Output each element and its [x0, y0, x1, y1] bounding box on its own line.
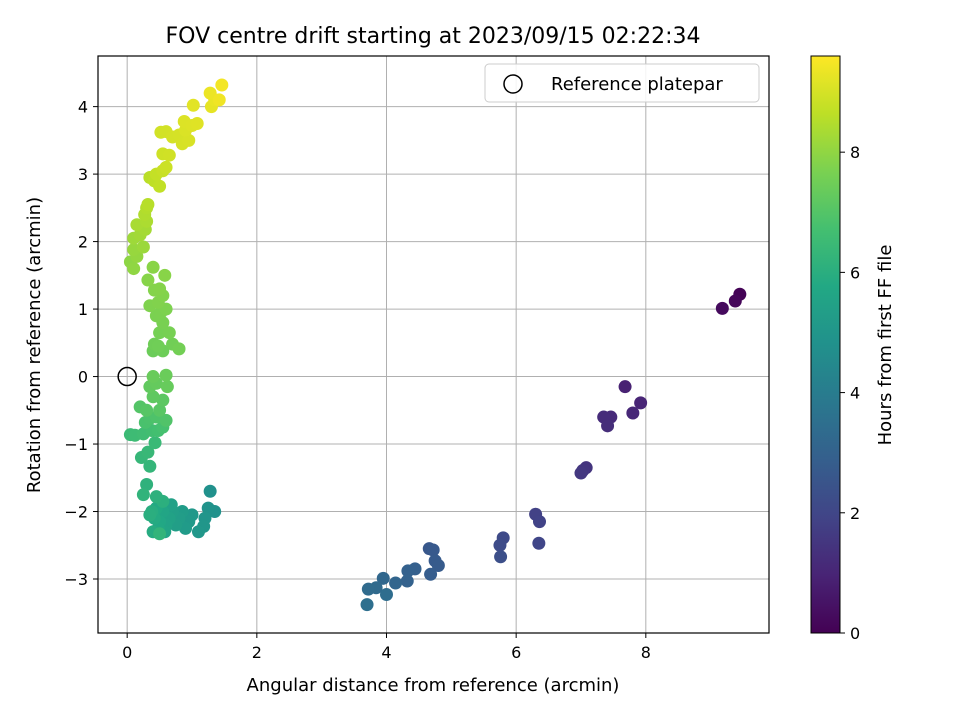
data-point	[182, 133, 196, 147]
data-point	[159, 160, 173, 174]
y-axis-label: Rotation from reference (arcmin)	[24, 197, 45, 493]
data-point	[191, 525, 205, 539]
data-point	[140, 478, 154, 492]
data-point	[136, 240, 150, 254]
legend-label: Reference platepar	[551, 74, 723, 95]
x-tick-label: 2	[252, 643, 262, 662]
legend-box	[484, 63, 760, 103]
x-axis-label: Angular distance from reference (arcmin)	[247, 675, 620, 696]
data-point	[146, 370, 160, 384]
data-point	[160, 380, 174, 394]
colorbar-tick-label: 4	[850, 384, 860, 403]
data-point	[153, 282, 167, 296]
x-tick-label: 4	[381, 643, 391, 662]
data-point	[361, 582, 375, 596]
data-point	[162, 148, 176, 162]
data-point	[159, 413, 173, 427]
data-point	[728, 294, 742, 308]
data-point	[618, 380, 632, 394]
data-point	[141, 273, 155, 287]
colorbar-tick-label: 0	[850, 624, 860, 643]
colorbar-label: Hours from first FF file	[875, 245, 896, 446]
data-point	[376, 571, 390, 585]
data-point	[127, 262, 141, 276]
data-point	[153, 527, 167, 541]
data-point	[162, 326, 176, 340]
y-tick-label: 1	[78, 300, 88, 319]
data-point	[141, 197, 155, 211]
data-point	[203, 484, 217, 498]
x-tick-label: 6	[511, 643, 521, 662]
colorbar-tick-label: 6	[850, 263, 860, 282]
legend: Reference platepar	[484, 63, 760, 103]
colorbar-tick-label: 2	[850, 504, 860, 523]
data-point	[715, 301, 729, 315]
y-axis-ticks: −3 −2 −1 0 1 2 3 4	[64, 98, 98, 589]
data-point	[149, 490, 163, 504]
plot-frame	[97, 55, 770, 634]
data-point	[626, 406, 640, 420]
data-point	[532, 515, 546, 529]
colorbar-tick-label: 8	[850, 143, 860, 162]
data-point	[148, 436, 162, 450]
data-point	[143, 459, 157, 473]
data-point	[634, 396, 648, 410]
data-point	[389, 576, 403, 590]
data-point	[153, 179, 167, 193]
data-point	[212, 93, 226, 107]
data-point	[379, 588, 393, 602]
data-point	[532, 536, 546, 550]
x-tick-label: 8	[641, 643, 651, 662]
reference-platepar-marker	[117, 366, 137, 387]
data-point	[146, 260, 160, 274]
data-point	[158, 268, 172, 282]
y-tick-label: 3	[78, 165, 88, 184]
data-point	[426, 543, 440, 557]
y-tick-label: −2	[64, 503, 88, 522]
data-point	[424, 567, 438, 581]
data-point	[203, 86, 217, 100]
y-tick-label: 0	[78, 368, 88, 387]
data-point	[141, 445, 155, 459]
data-point	[493, 538, 507, 552]
data-point	[172, 342, 186, 356]
data-point	[146, 390, 160, 404]
y-tick-label: 2	[78, 233, 88, 252]
data-point	[143, 508, 157, 522]
data-point	[574, 466, 588, 480]
y-tick-label: 4	[78, 98, 88, 117]
data-point	[400, 574, 414, 588]
data-point	[601, 419, 615, 433]
data-points	[123, 78, 747, 612]
data-point	[431, 559, 445, 573]
data-point	[360, 598, 374, 612]
y-tick-label: −3	[64, 570, 88, 589]
data-point	[153, 326, 167, 340]
data-point	[190, 116, 204, 130]
data-point	[159, 368, 173, 382]
data-point	[136, 488, 150, 502]
data-point	[153, 403, 167, 417]
colorbar	[810, 55, 841, 634]
data-point	[140, 403, 154, 417]
colorbar-ticks: 0 2 4 6 8	[840, 143, 860, 643]
data-point	[186, 98, 200, 112]
data-point	[151, 339, 165, 353]
data-point	[215, 78, 229, 92]
x-axis-ticks: 0 2 4 6 8	[122, 633, 651, 662]
legend-marker	[503, 74, 523, 94]
data-point	[401, 564, 415, 578]
y-tick-label: −1	[64, 435, 88, 454]
data-point	[494, 550, 508, 564]
x-tick-label: 0	[122, 643, 132, 662]
chart-title: FOV centre drift starting at 2023/09/15 …	[166, 24, 701, 49]
data-point	[201, 501, 215, 515]
